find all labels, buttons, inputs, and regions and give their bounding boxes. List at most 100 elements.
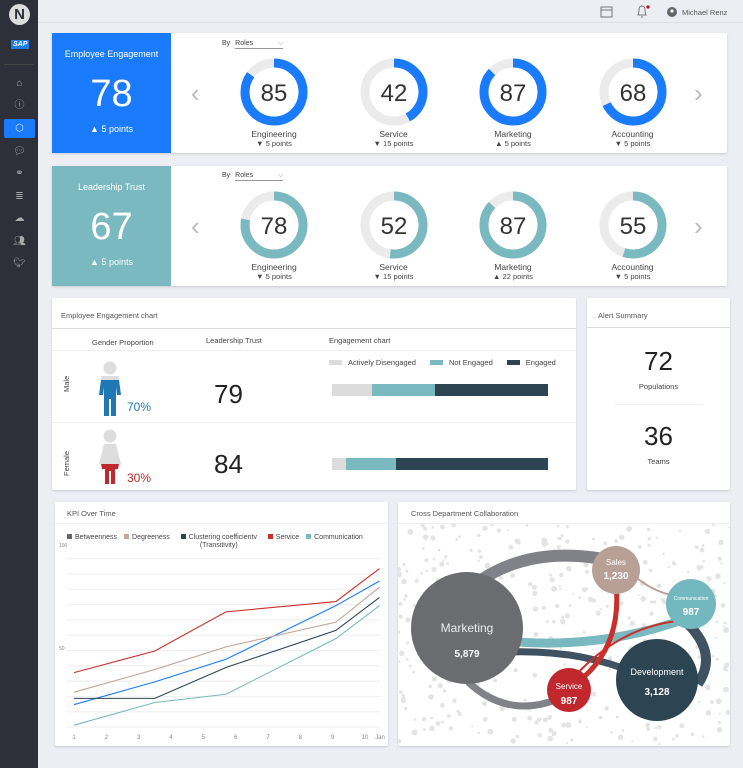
next-arrow[interactable]: › <box>694 211 703 241</box>
background-dot <box>430 535 436 541</box>
x-tick-label: 4 <box>169 735 173 741</box>
background-dot <box>642 559 648 565</box>
background-dot <box>711 524 716 527</box>
background-dot <box>565 565 572 572</box>
legend-item: Engaged <box>506 358 556 367</box>
info-icon[interactable]: ⓘ <box>14 100 25 111</box>
background-dot <box>537 717 542 722</box>
prev-arrow[interactable]: ‹ <box>191 78 200 108</box>
background-dot <box>546 619 550 624</box>
background-dot <box>513 667 518 673</box>
chat-icon[interactable]: 💬︎ <box>13 146 26 157</box>
panel-title: Alert Summary <box>598 311 648 320</box>
users-icon[interactable]: 👥︎ <box>13 236 26 247</box>
roles-select[interactable]: Roles ⌵ <box>235 40 284 49</box>
background-dot <box>607 656 613 661</box>
legend-item: Not Engaged <box>429 358 493 367</box>
donut-engineering[interactable]: 78 Engineering ▼ 5 points <box>234 190 314 281</box>
donut-accounting[interactable]: 55 Accounting ▼ 5 points <box>593 190 673 281</box>
donut-marketing[interactable]: 87 Marketing ▲ 22 points <box>473 190 553 281</box>
node-label: Development <box>630 667 684 677</box>
background-dot <box>673 562 677 566</box>
summary-title: Employee Engagement <box>64 49 159 59</box>
twitter-icon[interactable]: 🐦︎ <box>13 258 26 269</box>
background-dot <box>723 581 726 584</box>
background-dot <box>645 722 651 728</box>
background-dot <box>667 565 671 569</box>
database-icon[interactable]: ≣ <box>15 191 24 202</box>
donut-label: Marketing <box>494 129 532 139</box>
background-dot <box>662 552 665 556</box>
background-dot <box>498 575 503 580</box>
x-tick-label: 2 <box>105 735 109 741</box>
node-value: 5,879 <box>454 649 479 660</box>
x-tick-label: 6 <box>234 735 238 741</box>
background-dot <box>528 709 531 712</box>
background-dot <box>527 715 533 721</box>
background-dot <box>646 727 651 732</box>
user-avatar-icon[interactable] <box>667 7 677 17</box>
app-logo[interactable]: N <box>9 4 30 25</box>
donut-value: 78 <box>261 213 288 240</box>
donut-engineering[interactable]: 85 Engineering ▼ 5 points <box>234 57 314 148</box>
background-dot <box>471 725 474 728</box>
background-dot <box>559 647 563 650</box>
summary-delta: ▲ 5 points <box>90 257 133 267</box>
donut-service[interactable]: 52 Service ▼ 15 points <box>354 190 434 281</box>
node-sales[interactable] <box>592 546 640 594</box>
background-dot <box>430 716 434 720</box>
user-name[interactable]: Michael Renz <box>682 8 728 17</box>
donut-marketing[interactable]: 87 Marketing ▲ 5 points <box>473 57 553 148</box>
donut-accounting[interactable]: 68 Accounting ▼ 5 points <box>593 57 673 148</box>
background-dot <box>702 735 705 738</box>
background-dot <box>653 736 658 742</box>
background-dot <box>403 598 406 601</box>
background-dot <box>662 600 667 605</box>
donut-ring: 42 <box>360 58 427 126</box>
background-dot <box>715 573 721 580</box>
home-icon[interactable]: ⌂ <box>16 78 23 89</box>
node-communication[interactable] <box>666 579 716 629</box>
link-icon[interactable]: ⚭ <box>15 168 24 179</box>
node-service[interactable] <box>547 668 591 712</box>
donut-ring: 87 <box>479 58 547 126</box>
x-tick-label: 3 <box>137 735 141 741</box>
background-dot <box>405 617 411 623</box>
background-dot <box>477 559 480 563</box>
legend-item: Clustering coefficientv (Transitivity) <box>177 534 261 550</box>
next-arrow[interactable]: › <box>694 78 703 108</box>
background-dot <box>533 632 539 637</box>
legend-item: Betweenness <box>67 534 117 550</box>
series-line-communication <box>73 605 380 726</box>
header-chart: Engagement chart <box>329 336 391 345</box>
background-dot <box>570 738 574 742</box>
background-dot <box>725 709 730 715</box>
x-tick-label: 10 <box>362 735 369 741</box>
background-dot <box>626 527 631 532</box>
background-dot <box>405 657 409 661</box>
node-marketing[interactable] <box>411 572 523 684</box>
background-dot <box>640 596 647 602</box>
donut-service[interactable]: 42 Service ▼ 15 points <box>354 57 434 148</box>
background-dot <box>482 716 488 722</box>
cloud-icon[interactable]: ☁ <box>14 213 25 224</box>
calendar-icon[interactable] <box>600 5 613 18</box>
roles-select[interactable]: Roles ⌵ <box>235 172 284 181</box>
x-tick-label: Jan <box>375 735 385 741</box>
by-label: By <box>222 40 231 47</box>
node-value: 987 <box>561 696 578 707</box>
bell-icon[interactable] <box>635 4 651 19</box>
background-dot <box>706 576 712 582</box>
network-icon[interactable]: ⬡ <box>4 119 35 138</box>
background-dot <box>700 565 704 569</box>
node-development[interactable] <box>616 639 698 721</box>
donut-ring: 78 <box>240 191 308 259</box>
background-dot <box>564 613 570 619</box>
background-dot <box>551 732 556 737</box>
node-label: Communication <box>674 596 709 602</box>
trust-summary: Leadership Trust 67 ▲ 5 points <box>52 166 171 286</box>
prev-arrow[interactable]: ‹ <box>191 211 200 241</box>
background-dot <box>617 734 624 741</box>
series-line-degreeness <box>73 586 380 693</box>
node-value: 987 <box>683 607 700 618</box>
